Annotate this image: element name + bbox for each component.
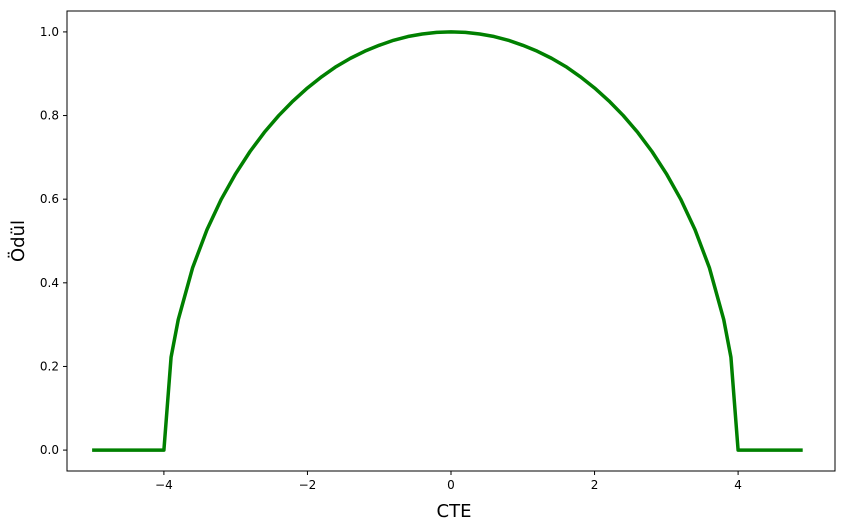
y-tick-label: 0.0: [40, 443, 59, 457]
x-tick-label: −4: [155, 478, 173, 492]
x-tick-label: 4: [734, 478, 742, 492]
y-tick-label: 0.2: [40, 359, 59, 373]
series-line-0: [92, 30, 803, 452]
y-tick-label: 1.0: [40, 25, 59, 39]
x-tick-label: 2: [591, 478, 599, 492]
y-tick-label: 0.8: [40, 109, 59, 123]
y-axis-ticks: 0.0 0.2 0.4 0.6 0.8 1.0: [40, 25, 67, 457]
y-tick-label: 0.6: [40, 192, 59, 206]
y-tick-label: 0.4: [40, 276, 59, 290]
y-axis-label: Ödül: [7, 220, 29, 262]
x-axis-ticks: −4 −2 0 2 4: [155, 471, 742, 492]
x-tick-label: 0: [447, 478, 455, 492]
x-tick-label: −2: [299, 478, 317, 492]
x-axis-label: CTE: [437, 501, 472, 522]
